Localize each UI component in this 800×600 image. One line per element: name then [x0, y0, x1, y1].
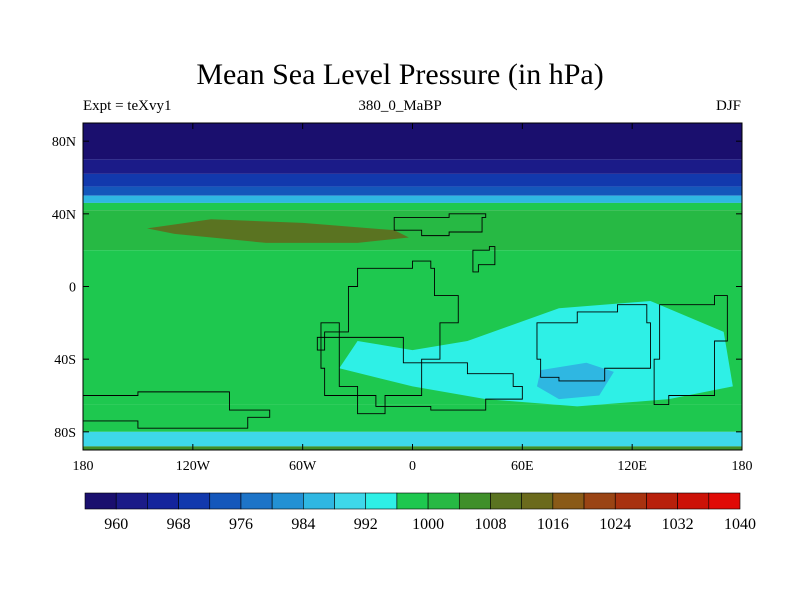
land-outline-7 — [316, 322, 340, 351]
land-outline-0 — [393, 213, 487, 237]
colorbar-swatch — [552, 492, 585, 510]
x-tick-label: 60W — [289, 459, 317, 474]
colorbar-swatch — [178, 492, 211, 510]
colorbar-swatch — [334, 492, 367, 510]
colorbar-swatch — [271, 492, 304, 510]
colorbar-label: 1032 — [662, 516, 694, 533]
colorbar-swatch — [84, 492, 117, 510]
trough-southern-ocean — [339, 301, 733, 407]
land-outline-6 — [472, 246, 496, 273]
colorbar-swatch — [614, 492, 647, 510]
colorbar-label: 992 — [354, 516, 378, 533]
x-tick-label: 0 — [409, 459, 416, 474]
colorbar-swatch — [458, 492, 491, 510]
pressure-band-0 — [83, 123, 742, 160]
colorbar-swatch — [677, 492, 710, 510]
colorbar-swatch — [646, 492, 678, 510]
colorbar-swatch — [490, 492, 522, 510]
land-outlines — [83, 213, 728, 429]
y-tick-label: 0 — [69, 281, 76, 296]
pressure-band-1 — [83, 159, 742, 174]
colorbar-swatch — [209, 492, 242, 510]
x-tick-label: 180 — [732, 459, 753, 474]
colorbar-swatch — [583, 492, 616, 510]
y-tick-label: 40S — [54, 353, 76, 368]
pressure-band-9 — [83, 431, 742, 447]
colorbar-label: 1040 — [724, 516, 756, 533]
x-tick-label: 120E — [617, 459, 647, 474]
pressure-band-4 — [83, 195, 742, 203]
page-title: Mean Sea Level Pressure (in hPa) — [196, 58, 604, 91]
colorbar-swatch — [427, 492, 460, 510]
colorbar-swatch — [521, 492, 554, 510]
pressure-band-2 — [83, 173, 742, 187]
colorbar-swatch — [365, 492, 398, 510]
pressure-band-8 — [83, 404, 742, 432]
colorbar-label: 1008 — [474, 516, 506, 533]
y-tick-label: 40N — [52, 208, 76, 223]
land-outline-3 — [536, 304, 651, 382]
colorbar-swatch — [303, 492, 335, 510]
high-pressure-cell-northern — [147, 219, 409, 243]
colorbar-swatch — [115, 492, 148, 510]
colorbar-label: 976 — [229, 516, 253, 533]
x-tick-label: 180 — [73, 459, 94, 474]
pressure-band-3 — [83, 186, 742, 196]
center-subtitle: 380_0_MaBP — [358, 98, 442, 114]
land-outline-5 — [83, 391, 271, 429]
land-outline-4 — [653, 295, 728, 406]
colorbar-label: 968 — [167, 516, 191, 533]
colorbar-label: 984 — [291, 516, 315, 533]
pressure-field — [83, 123, 742, 450]
left-subtitle: Expt = teXvy1 — [83, 98, 172, 114]
colorbar-label: 1016 — [537, 516, 569, 533]
colorbar-swatch — [240, 492, 273, 510]
pressure-band-5 — [83, 202, 742, 211]
axes: 180 120W 60W 0 60E 120E 180 80N 40N 0 40S 80S — [52, 123, 753, 474]
x-tick-label: 120W — [176, 459, 211, 474]
colorbar-swatch — [396, 492, 429, 510]
right-subtitle: DJF — [715, 98, 741, 114]
colorbar-swatch — [708, 492, 741, 510]
x-tick-label: 60E — [511, 459, 534, 474]
colorbar-label: 960 — [104, 516, 128, 533]
colorbar: 960 968 976 984 992 1000 1008 1016 1024 1032 1040 — [84, 492, 756, 533]
land-outline-1 — [338, 260, 459, 415]
y-tick-label: 80S — [54, 426, 76, 441]
colorbar-label: 1000 — [412, 516, 444, 533]
colorbar-swatch — [147, 492, 179, 510]
land-outline-2 — [320, 336, 523, 411]
y-tick-label: 80N — [52, 135, 76, 150]
colorbar-label: 1024 — [599, 516, 631, 533]
